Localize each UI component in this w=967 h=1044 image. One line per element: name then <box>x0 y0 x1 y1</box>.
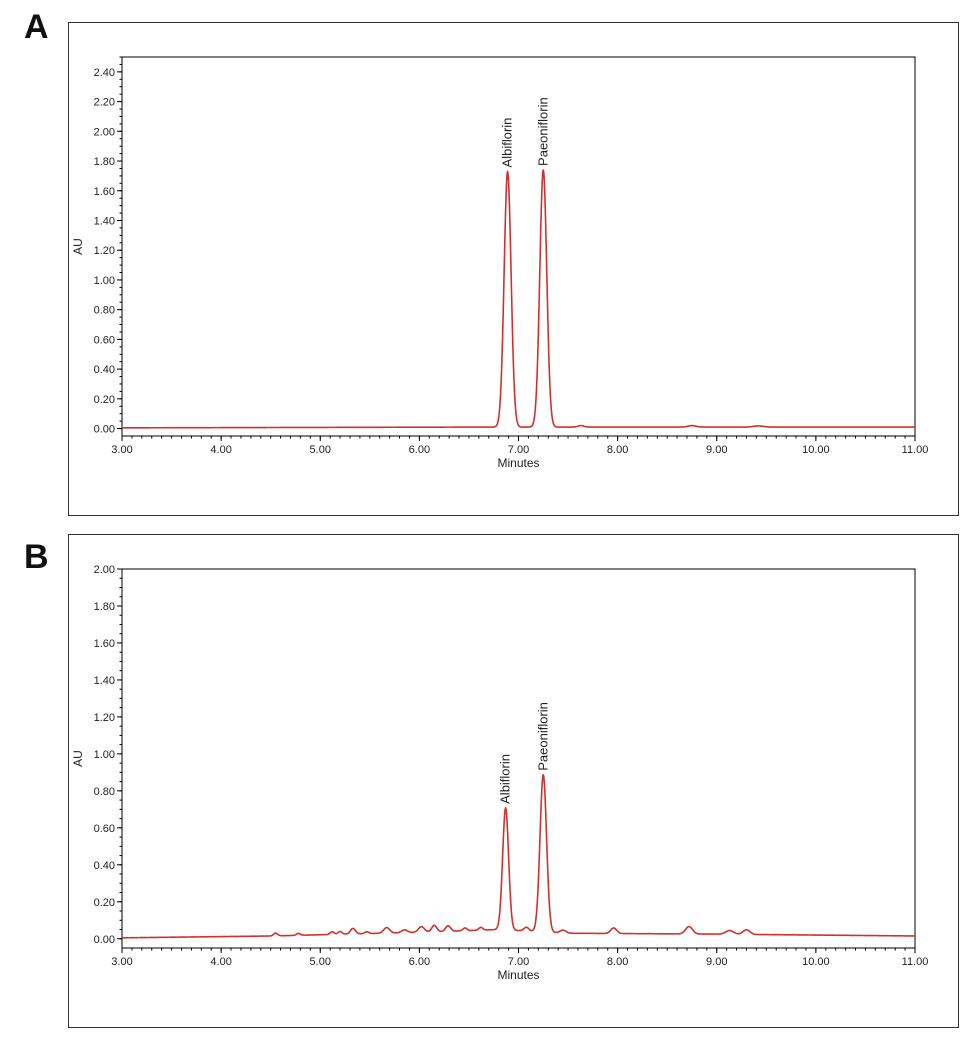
x-tick-label: 8.00 <box>607 444 628 456</box>
y-tick-label: 2.00 <box>94 126 115 138</box>
chart-frame-b: 0.00 0.20 0.40 0.60 0.80 1.00 1.20 1.40 1.60 1.80… <box>68 534 959 1028</box>
x-tick-label: 6.00 <box>409 444 430 456</box>
chromatogram-trace <box>121 169 916 429</box>
x-tick-label: 10.00 <box>802 444 830 456</box>
x-axis-title: Minutes <box>497 456 539 470</box>
y-tick-label: 0.00 <box>94 934 115 946</box>
y-tick-label: 1.20 <box>94 712 115 724</box>
y-tick-label: 0.60 <box>94 334 115 346</box>
y-tick-label: 1.80 <box>94 156 115 168</box>
x-tick-label: 4.00 <box>210 444 231 456</box>
x-tick-label: 11.00 <box>902 956 929 968</box>
y-axis-title: AU <box>71 238 85 255</box>
y-tick-label: 2.40 <box>94 67 115 79</box>
y-tick-label: 1.40 <box>94 215 115 227</box>
y-tick-label: 0.60 <box>94 823 115 835</box>
chromatogram-a: 0.00 0.20 0.40 0.60 0.80 1.00 1.20 1.40 1.60 1.80… <box>71 56 929 470</box>
panel-label-b: B <box>24 538 49 576</box>
x-tick-label: 11.00 <box>902 444 929 456</box>
plot-area <box>121 56 916 437</box>
chart-frame-a: 0.00 0.20 0.40 0.60 0.80 1.00 1.20 1.40 1.60 1.80… <box>68 22 959 516</box>
x-tick-label: 9.00 <box>706 956 727 968</box>
y-tick-label: 0.40 <box>94 364 115 376</box>
y-tick-label: 1.00 <box>94 749 115 761</box>
y-tick-label: 2.20 <box>94 97 115 109</box>
y-tick-label: 1.00 <box>94 275 115 287</box>
x-tick-label: 5.00 <box>310 956 331 968</box>
x-tick-label: 7.00 <box>508 956 529 968</box>
x-tick-label: 4.00 <box>210 956 231 968</box>
x-tick-label: 9.00 <box>706 444 727 456</box>
y-tick-label: 0.80 <box>94 305 115 317</box>
chromatogram-trace <box>121 773 916 939</box>
y-tick-label: 0.20 <box>94 897 115 909</box>
y-tick-label: 2.00 <box>94 564 115 576</box>
y-tick-label: 0.40 <box>94 860 115 872</box>
peak-label: Albiflorin <box>498 754 513 804</box>
x-tick-label: 3.00 <box>111 444 132 456</box>
x-tick-label: 3.00 <box>111 956 132 968</box>
y-tick-label: 1.20 <box>94 245 115 257</box>
y-tick-label: 0.20 <box>94 394 115 406</box>
panel-label-a: A <box>24 8 49 46</box>
chromatogram-b: 0.00 0.20 0.40 0.60 0.80 1.00 1.20 1.40 1.60 1.80… <box>71 564 929 982</box>
y-tick-label: 1.60 <box>94 638 115 650</box>
x-tick-label: 6.00 <box>409 956 430 968</box>
peak-label: Paeoniflorin <box>535 702 550 771</box>
y-tick-label: 1.60 <box>94 186 115 198</box>
peak-label: Albiflorin <box>500 118 515 168</box>
y-tick-label: 1.80 <box>94 601 115 613</box>
x-tick-label: 5.00 <box>310 444 331 456</box>
x-tick-label: 8.00 <box>607 956 628 968</box>
x-axis-title: Minutes <box>497 968 539 982</box>
y-tick-label: 0.80 <box>94 786 115 798</box>
x-tick-label: 10.00 <box>802 956 830 968</box>
x-tick-label: 7.00 <box>508 444 529 456</box>
y-axis-title: AU <box>71 750 85 767</box>
y-tick-label: 0.00 <box>94 424 115 436</box>
plot-area <box>121 568 916 949</box>
y-tick-label: 1.40 <box>94 675 115 687</box>
peak-label: Paeoniflorin <box>535 97 550 166</box>
